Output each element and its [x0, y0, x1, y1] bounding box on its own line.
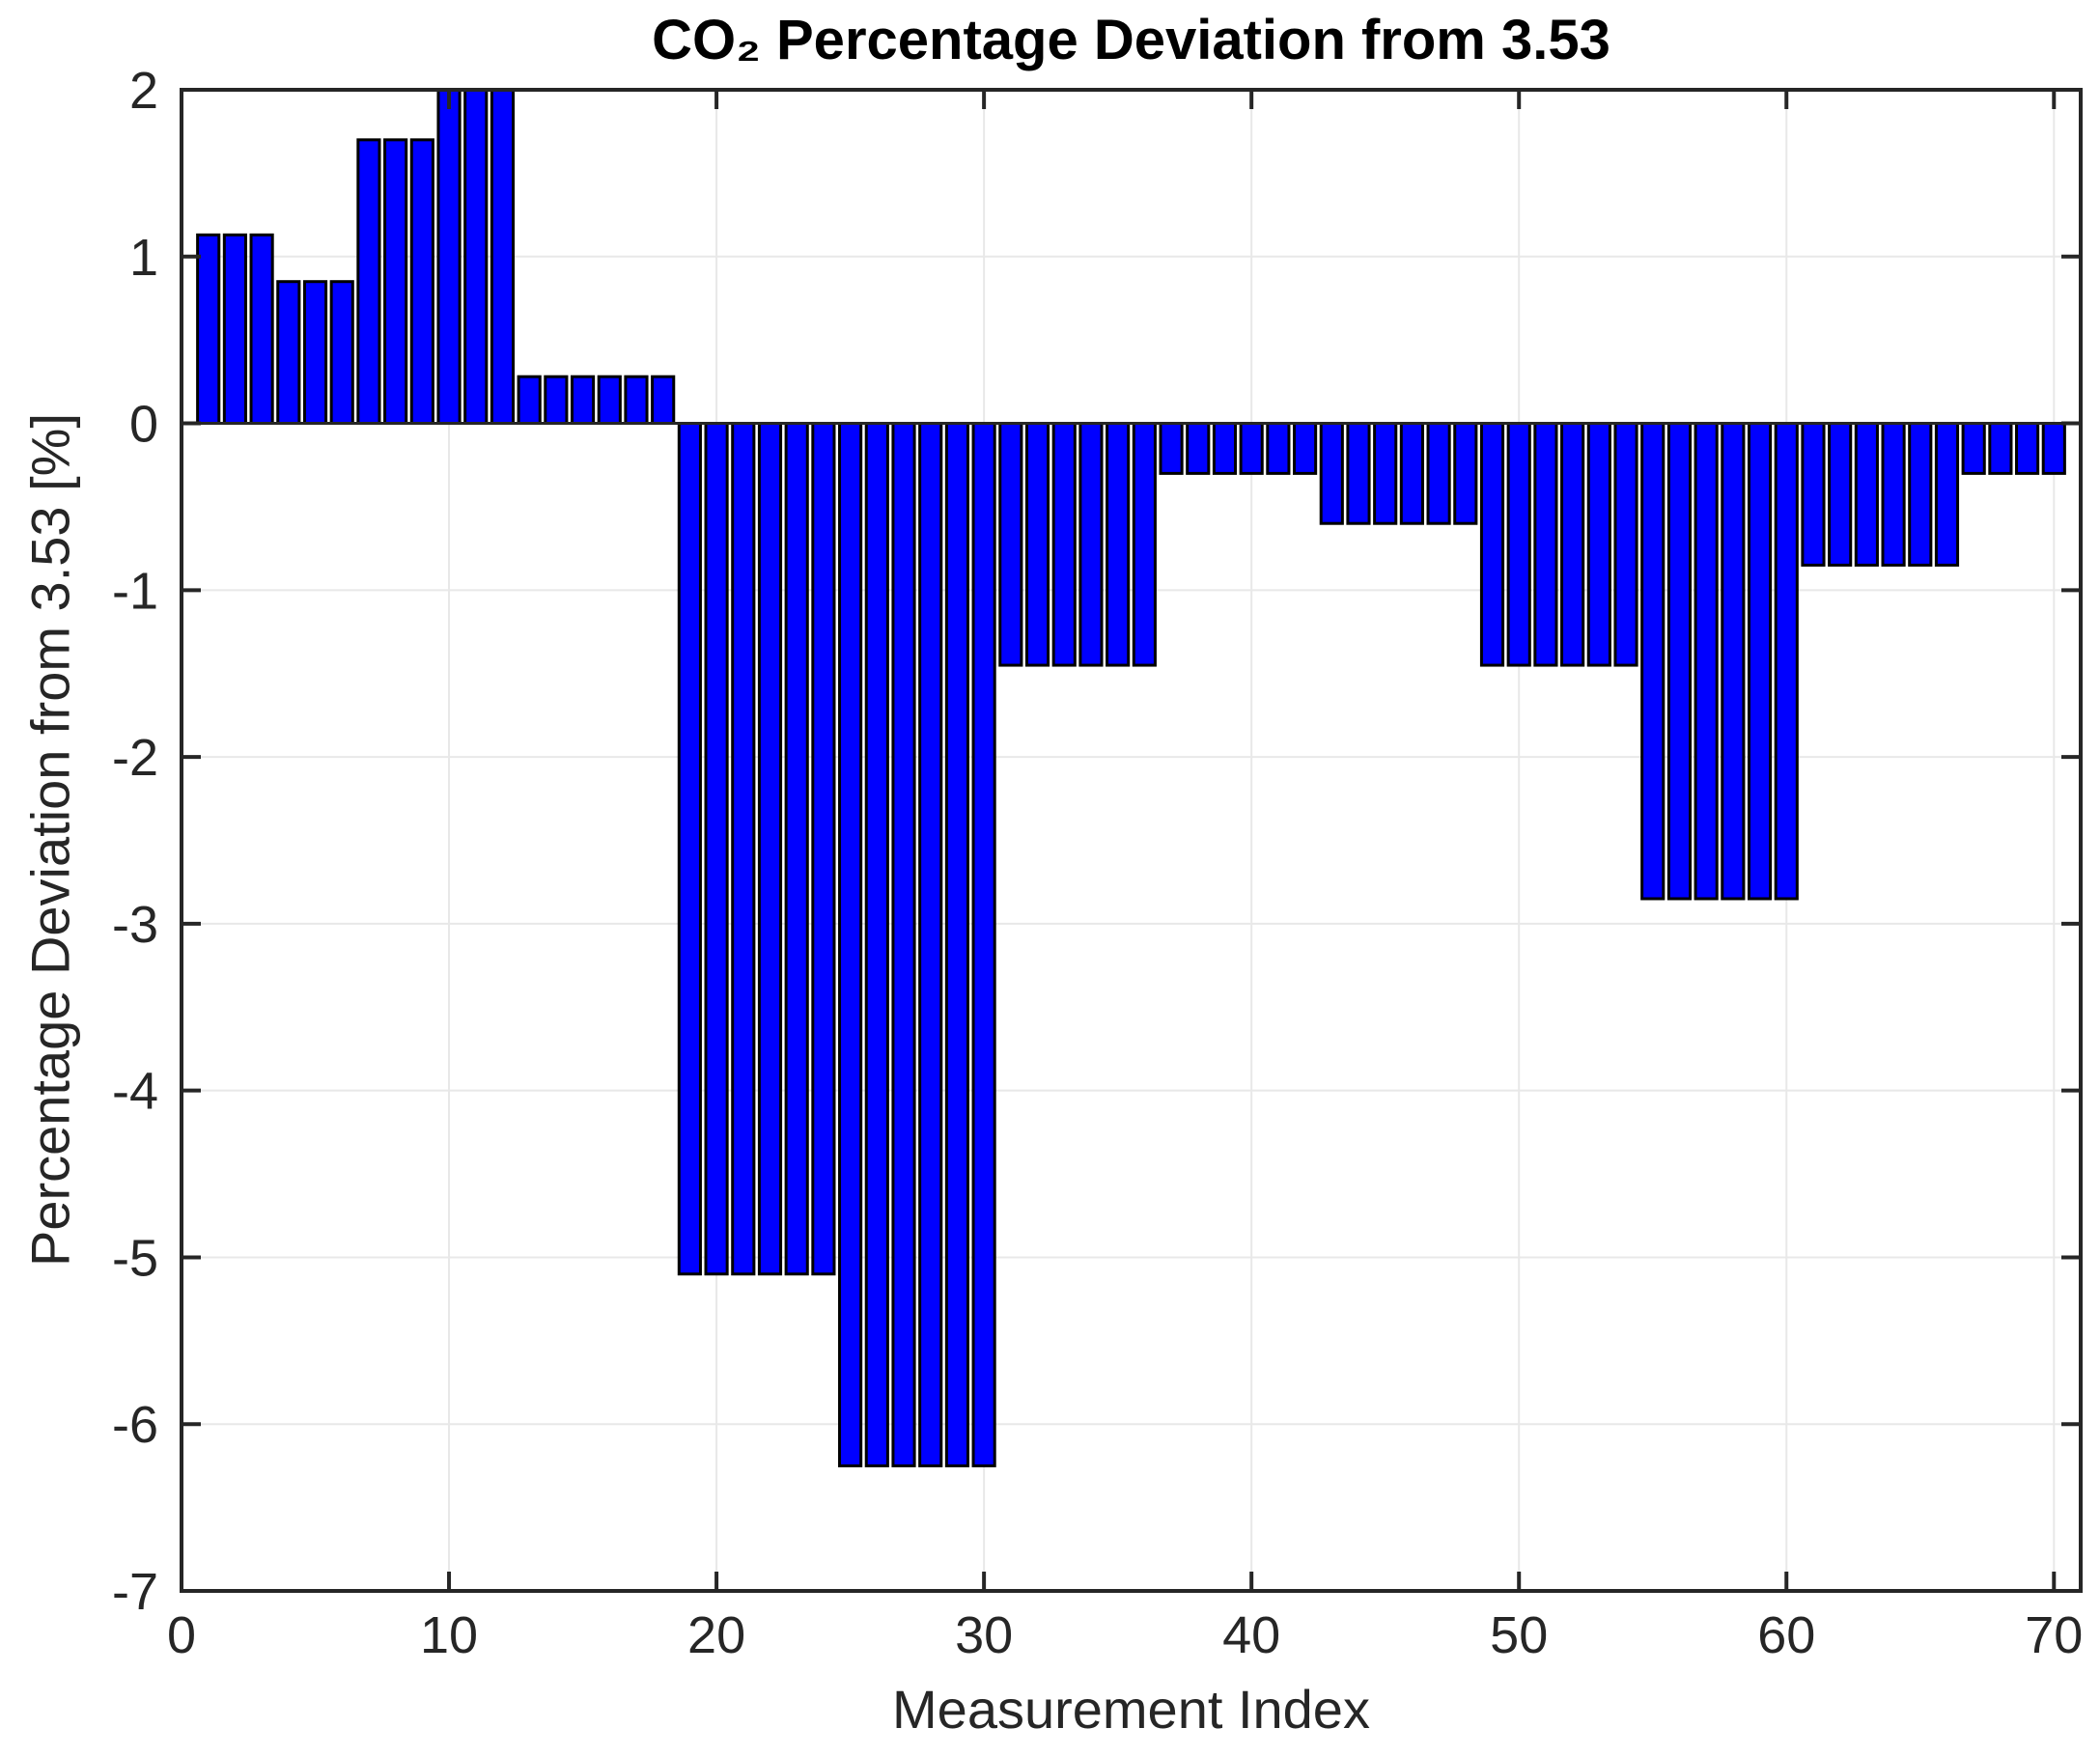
x-tick-label: 60	[1757, 1606, 1815, 1664]
bar	[463, 88, 489, 426]
plot-frame	[180, 88, 2083, 1593]
y-tick-label: -1	[112, 562, 158, 620]
bar	[1721, 422, 1746, 901]
bar	[811, 422, 836, 1276]
y-tick-label: -6	[112, 1396, 158, 1454]
bar	[1666, 422, 1693, 901]
bar	[1560, 422, 1585, 667]
bar	[1399, 422, 1424, 525]
bar	[249, 233, 274, 426]
y-tick-label: -4	[112, 1063, 158, 1121]
bar	[731, 422, 756, 1276]
bar	[1506, 422, 1531, 667]
bar	[597, 375, 622, 426]
bar	[1106, 422, 1131, 667]
bar	[1292, 422, 1318, 475]
bar	[1479, 422, 1505, 667]
bar	[2041, 422, 2066, 475]
y-tick-label: 1	[129, 229, 158, 287]
bar	[757, 422, 783, 1276]
bar	[409, 138, 434, 426]
bar	[196, 233, 221, 426]
bar	[544, 375, 569, 426]
y-tick-label: 0	[129, 396, 158, 454]
bar	[1453, 422, 1478, 525]
bar	[383, 138, 408, 426]
bar	[998, 422, 1023, 667]
bar	[2015, 422, 2040, 475]
x-tick-label: 40	[1222, 1606, 1280, 1664]
bar	[1319, 422, 1344, 525]
y-tick-label: -7	[112, 1563, 158, 1621]
bar	[1051, 422, 1077, 667]
bar	[1533, 422, 1558, 667]
bar	[1881, 422, 1906, 567]
bar	[1747, 422, 1773, 901]
bar	[1373, 422, 1398, 525]
x-axis-label: Measurement Index	[892, 1679, 1370, 1740]
bar	[1024, 422, 1050, 667]
x-tick-label: 20	[687, 1606, 745, 1664]
y-tick-label: -2	[112, 729, 158, 787]
bar	[222, 233, 247, 426]
bar	[784, 422, 809, 1276]
bar	[677, 422, 702, 1276]
bar	[1640, 422, 1666, 901]
bar	[1774, 422, 1799, 901]
x-tick-label: 10	[420, 1606, 478, 1664]
bar	[1426, 422, 1451, 525]
bar	[1266, 422, 1291, 475]
bar	[1961, 422, 1986, 475]
y-tick-label: 2	[129, 62, 158, 120]
bar	[1078, 422, 1104, 667]
bar	[891, 422, 916, 1467]
x-tick-label: 0	[167, 1606, 196, 1664]
bar	[1801, 422, 1826, 567]
bar	[329, 280, 354, 426]
bar	[704, 422, 729, 1276]
bar	[490, 88, 516, 426]
bar	[517, 375, 542, 426]
bar	[1586, 422, 1611, 667]
bar	[1239, 422, 1264, 475]
bar	[971, 422, 996, 1467]
bar	[356, 138, 381, 426]
bar	[1212, 422, 1238, 475]
bar	[1934, 422, 1960, 567]
bar	[944, 422, 970, 1467]
bar	[1132, 422, 1157, 667]
bar	[436, 88, 462, 426]
x-tick-label: 70	[2025, 1606, 2083, 1664]
bar	[1613, 422, 1638, 667]
bar	[651, 375, 676, 426]
chart-title: CO₂ Percentage Deviation from 3.53	[652, 9, 1610, 71]
bar	[864, 422, 889, 1467]
y-tick-label: -5	[112, 1229, 158, 1287]
bar	[1854, 422, 1879, 567]
bar	[1694, 422, 1719, 901]
bar	[276, 280, 301, 426]
bar	[1159, 422, 1184, 475]
bar	[1346, 422, 1371, 525]
x-tick-label: 50	[1490, 1606, 1548, 1664]
y-tick-label: -3	[112, 896, 158, 954]
bar	[624, 375, 649, 426]
bar	[1828, 422, 1853, 567]
bar	[1186, 422, 1211, 475]
bar	[570, 375, 596, 426]
x-tick-label: 30	[955, 1606, 1013, 1664]
bar	[1988, 422, 2013, 475]
bar	[302, 280, 328, 426]
bar	[1908, 422, 1933, 567]
bar	[918, 422, 943, 1467]
bar	[838, 422, 863, 1467]
